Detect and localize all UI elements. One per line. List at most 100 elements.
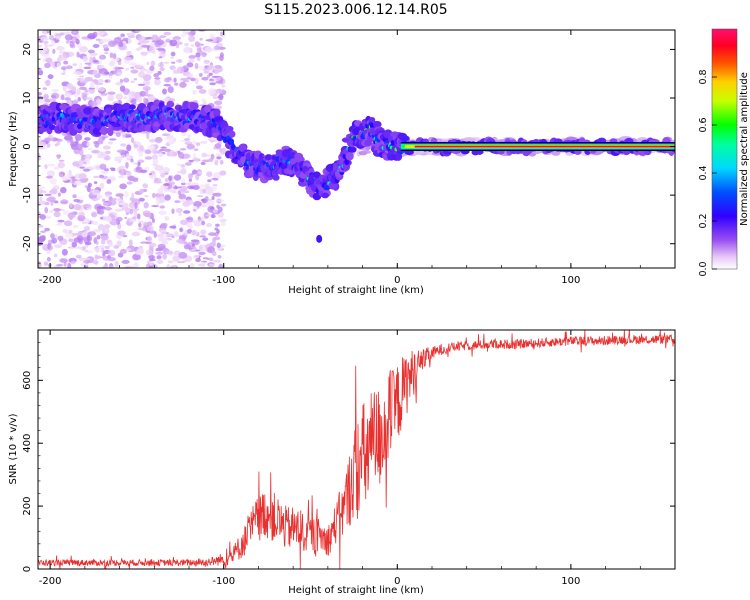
- spectrogram-cell: [197, 170, 202, 175]
- spectrogram-cell: [132, 263, 138, 268]
- spectrogram-cell: [133, 144, 139, 149]
- spectrogram-cell: [80, 262, 87, 267]
- spectrogram-cell: [56, 62, 61, 67]
- spectrogram-cell: [215, 81, 224, 84]
- spectrogram-cell: [115, 193, 124, 197]
- spectrogram-cell: [87, 33, 96, 40]
- spectrogram-cell: [173, 231, 179, 237]
- spectrogram-cell: [184, 199, 194, 206]
- spectrogram-cell: [364, 139, 372, 147]
- spectrogram-cell: [145, 82, 150, 85]
- spectrogram-cell: [106, 216, 112, 223]
- spectrogram-cell: [159, 200, 164, 204]
- spectrogram-cell: [368, 116, 376, 123]
- spectrogram-cell: [182, 153, 191, 159]
- spectrogram-cell: [68, 238, 74, 243]
- spectrogram-cell: [157, 188, 164, 195]
- spectrogram-cell: [151, 192, 156, 199]
- spectrogram-cell: [211, 195, 215, 201]
- spectrogram-cell: [45, 44, 54, 47]
- spectrogram-cell: [147, 95, 156, 101]
- spectrogram-cell: [208, 139, 218, 142]
- spectrogram-cell: [61, 72, 66, 76]
- spectrogram-cell: [56, 263, 64, 267]
- spectrogram-cell: [84, 249, 89, 253]
- spectrogram-cell: [177, 187, 181, 191]
- spectrogram-cell: [137, 83, 146, 86]
- spectrogram-cell: [73, 180, 82, 186]
- spectrogram-cell: [220, 31, 224, 37]
- spectrogram-cell: [152, 158, 159, 165]
- spectrogram-cell: [197, 195, 204, 198]
- spectrogram-cell: [58, 173, 64, 178]
- spectrogram-cell: [44, 201, 50, 206]
- spectrogram-cell: [67, 263, 72, 268]
- spectrogram-cell: [209, 257, 214, 262]
- spectrogram-cell: [102, 265, 108, 268]
- spectrogram-cell: [54, 244, 63, 249]
- snr-x-tick-label: -200: [39, 576, 62, 587]
- spectrogram-cell: [163, 31, 172, 36]
- spectrogram-cell: [132, 253, 141, 261]
- spectrogram-cell: [161, 240, 169, 246]
- spectrogram-cell: [59, 32, 65, 36]
- spectrogram-cell: [131, 192, 135, 200]
- spectrogram-cell: [115, 208, 121, 212]
- spectrogram-cell: [184, 183, 191, 186]
- spectrogram-cell: [219, 218, 227, 223]
- spectrogram-y-tick-label: 0: [22, 143, 33, 149]
- spectrogram-cell: [209, 78, 215, 82]
- spectrogram-cell: [44, 45, 48, 52]
- spectrogram-cell: [38, 140, 44, 147]
- spectrogram-cell: [157, 243, 166, 250]
- spectrogram-cell: [213, 45, 221, 50]
- spectrogram-cell: [38, 97, 45, 104]
- spectrogram-cell: [73, 71, 82, 75]
- spectrogram-cell: [69, 202, 73, 208]
- spectrogram-cell: [161, 167, 170, 174]
- spectrogram-cell: [143, 222, 149, 226]
- spectrogram-cell: [204, 46, 213, 53]
- spectrogram-cell: [155, 136, 163, 143]
- spectrogram-cell: [117, 230, 126, 236]
- spectrogram-cell: [157, 70, 162, 75]
- spectrogram-cell: [183, 138, 191, 141]
- spectrogram-cell: [156, 233, 165, 238]
- spectrogram-cell: [148, 254, 155, 260]
- spectrogram-cell: [99, 163, 107, 170]
- spectrogram-cell: [78, 148, 84, 156]
- spectrogram-cell: [190, 44, 195, 47]
- spectrogram-cell: [168, 175, 172, 182]
- spectrogram-cell: [185, 217, 193, 220]
- spectrogram-cell: [73, 237, 82, 243]
- spectrogram-cell: [183, 210, 191, 214]
- spectrogram-cell: [149, 260, 153, 266]
- spectrogram-cell: [199, 235, 206, 238]
- spectrogram-cell: [180, 167, 187, 175]
- spectrogram-cell: [168, 150, 176, 157]
- spectrogram-cell: [179, 81, 187, 88]
- spectrogram-cell: [175, 208, 183, 213]
- spectrogram-cell: [123, 77, 130, 83]
- spectrogram-cell: [181, 198, 186, 203]
- spectrogram-cell: [144, 166, 150, 171]
- spectrogram-y-tick-label: -20: [22, 236, 33, 252]
- spectrogram-cell: [93, 247, 103, 253]
- spectrogram-cell: [118, 41, 124, 48]
- spectrogram-cell: [97, 79, 104, 83]
- spectrogram-cell: [215, 223, 220, 227]
- spectrogram-cell: [150, 60, 156, 67]
- spectrogram-cell: [130, 80, 135, 84]
- spectrogram-cell: [59, 258, 68, 263]
- spectrogram-cell: [61, 248, 68, 256]
- spectrogram-cell: [99, 245, 106, 248]
- spectrogram-cell: [100, 234, 109, 241]
- spectrogram-cell: [167, 238, 173, 241]
- spectrogram-cell: [126, 248, 132, 252]
- spectrogram-cell: [79, 86, 87, 90]
- spectrogram-cell: [167, 260, 174, 264]
- spectrogram-cell: [165, 250, 174, 255]
- spectrogram-cell: [107, 91, 116, 95]
- spectrogram-x-tick-label: -100: [212, 275, 235, 286]
- spectrogram-cell: [201, 98, 206, 102]
